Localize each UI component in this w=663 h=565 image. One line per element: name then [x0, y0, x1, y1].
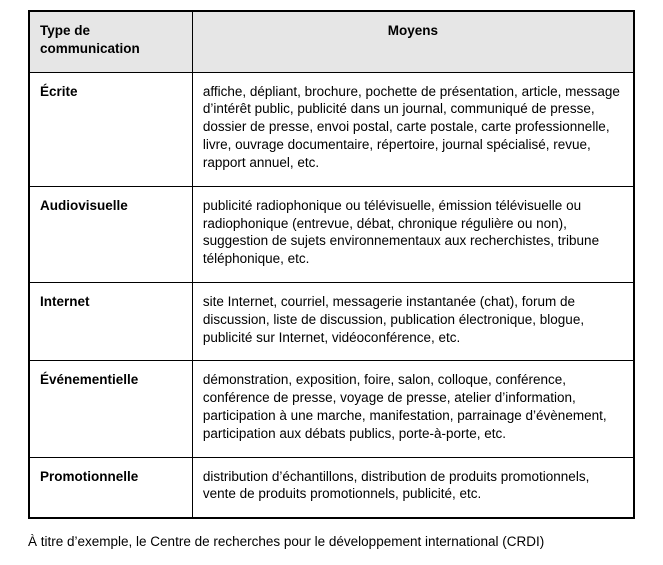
- type-cell: Audiovisuelle: [29, 186, 192, 282]
- means-cell: affiche, dépliant, brochure, pochette de…: [192, 72, 634, 186]
- page-container: Type de communication Moyens Écrite affi…: [0, 0, 663, 551]
- type-cell: Internet: [29, 282, 192, 360]
- type-cell: Événementielle: [29, 361, 192, 457]
- table-row: Internet site Internet, courriel, messag…: [29, 282, 634, 360]
- example-paragraph: À titre d’exemple, le Centre de recherch…: [28, 533, 635, 551]
- table-row: Audiovisuelle publicité radiophonique ou…: [29, 186, 634, 282]
- table-row: Événementielle démonstration, exposition…: [29, 361, 634, 457]
- column-header-means: Moyens: [192, 11, 634, 72]
- table-row: Promotionnelle distribution d’échantillo…: [29, 457, 634, 518]
- communication-table: Type de communication Moyens Écrite affi…: [28, 10, 635, 519]
- means-cell: publicité radiophonique ou télévisuelle,…: [192, 186, 634, 282]
- means-cell: démonstration, exposition, foire, salon,…: [192, 361, 634, 457]
- table-row: Écrite affiche, dépliant, brochure, poch…: [29, 72, 634, 186]
- table-header-row: Type de communication Moyens: [29, 11, 634, 72]
- means-cell: distribution d’échantillons, distributio…: [192, 457, 634, 518]
- type-cell: Écrite: [29, 72, 192, 186]
- column-header-type: Type de communication: [29, 11, 192, 72]
- means-cell: site Internet, courriel, messagerie inst…: [192, 282, 634, 360]
- type-cell: Promotionnelle: [29, 457, 192, 518]
